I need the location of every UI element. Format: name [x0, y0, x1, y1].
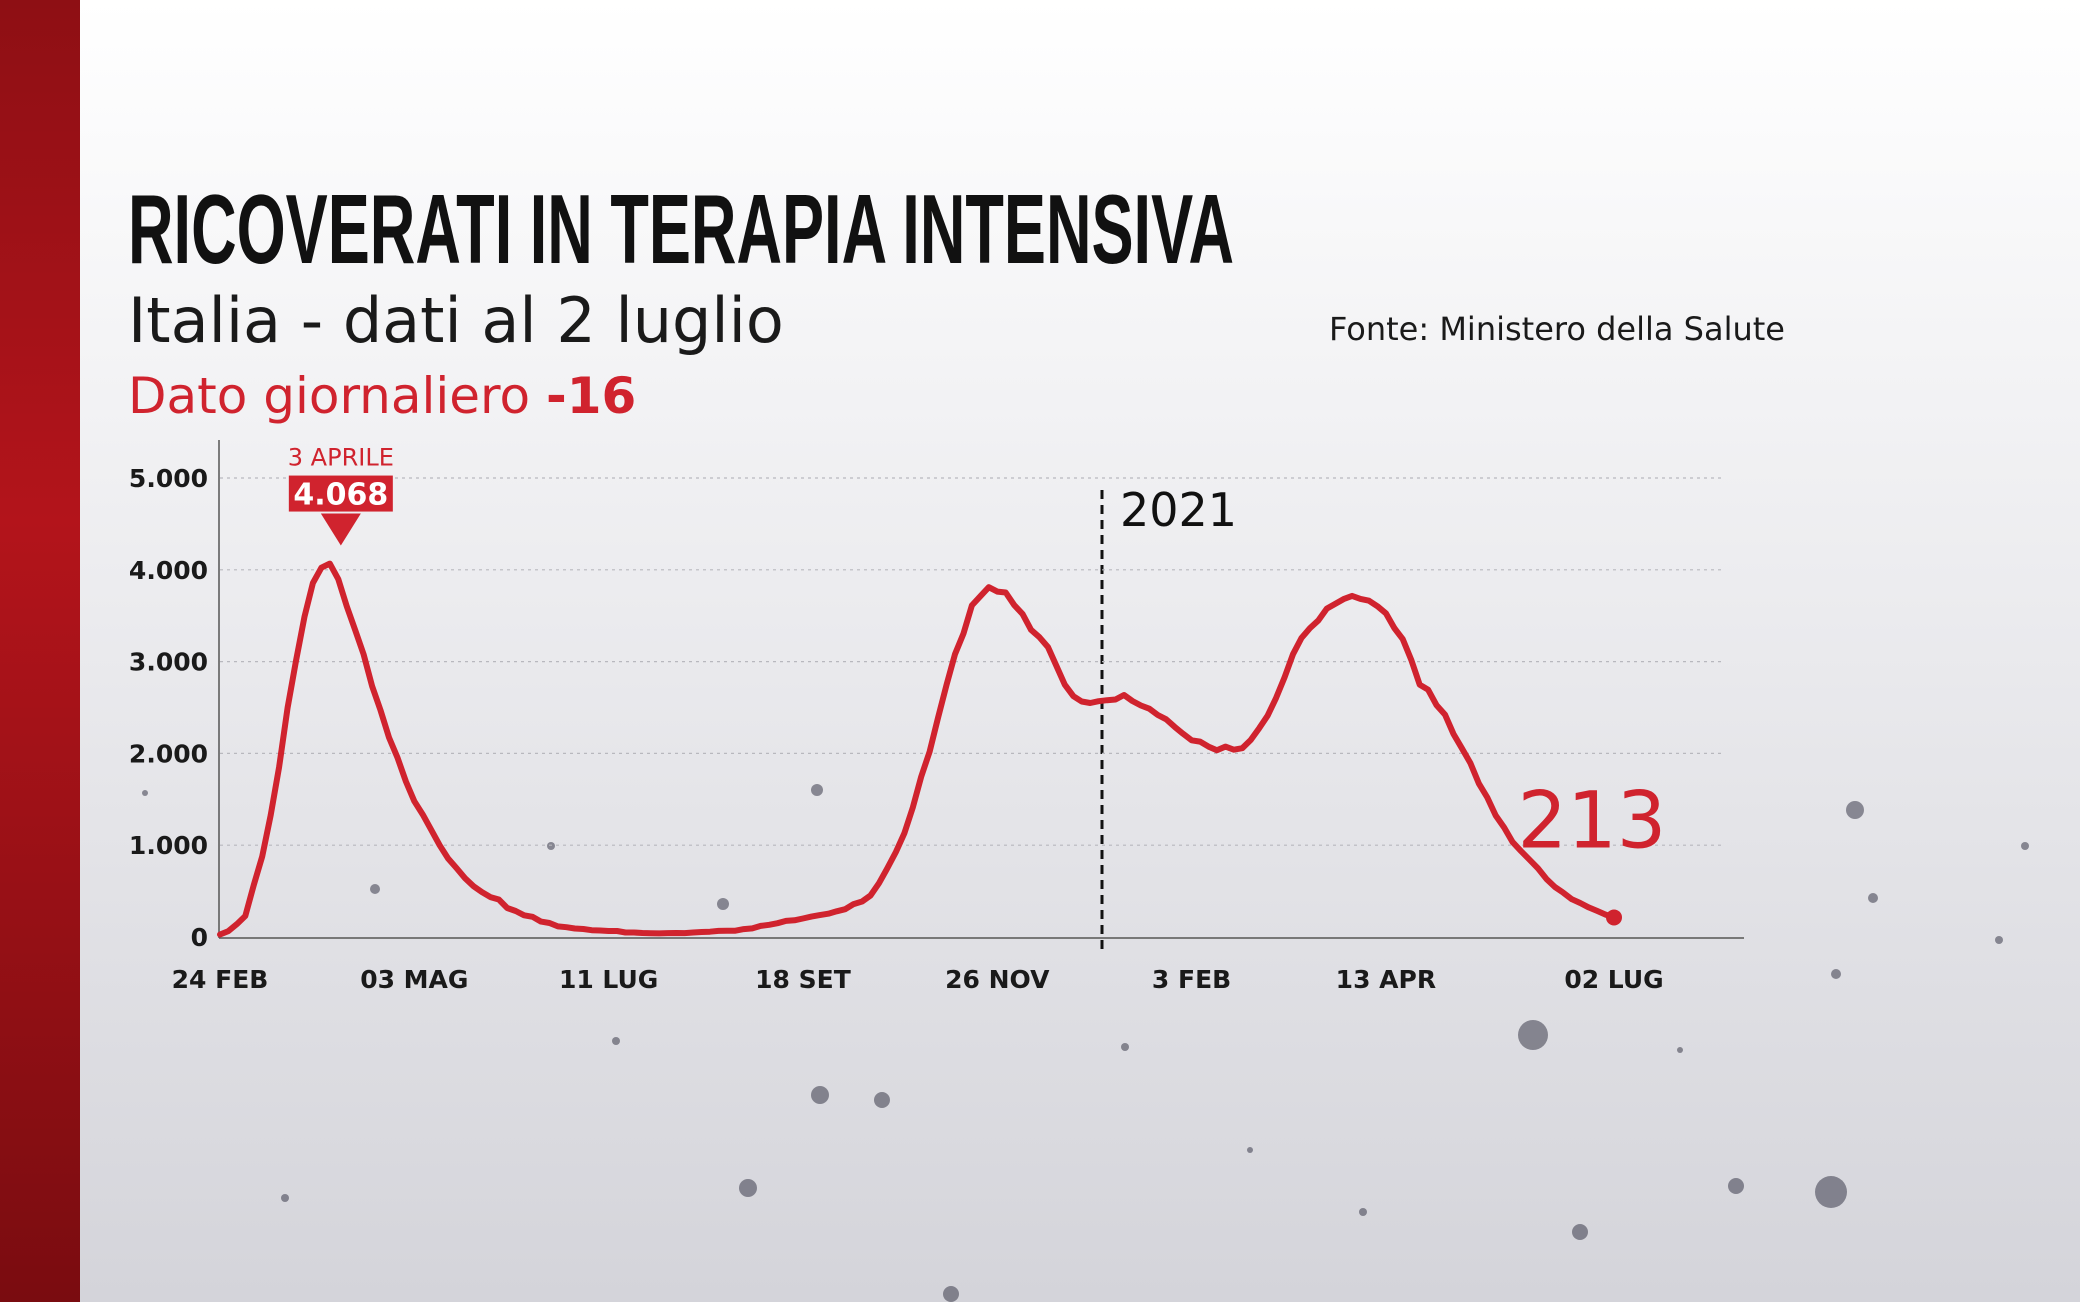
daily-change-label: Dato giornaliero — [128, 367, 530, 425]
peak-pointer — [320, 513, 361, 546]
daily-change: Dato giornaliero -16 — [128, 367, 636, 425]
x-tick-label: 24 FEB — [172, 965, 269, 994]
x-tick-label: 26 NOV — [945, 965, 1050, 994]
side-band — [0, 0, 80, 1302]
x-tick-label: 02 LUG — [1564, 965, 1663, 994]
end-point — [1606, 909, 1622, 926]
year-marker: 2021 — [1120, 483, 1237, 537]
chart-subtitle: Italia - dati al 2 luglio — [128, 284, 784, 357]
y-tick-label: 4.000 — [129, 556, 208, 585]
source: Fonte: Ministero della Salute — [1329, 310, 1785, 348]
peak-annotation: 3 APRILE — [288, 444, 394, 472]
decoration-dots — [142, 784, 2029, 1302]
peak-label-box — [288, 475, 393, 512]
daily-change-value: -16 — [546, 367, 636, 425]
y-tick-label: 1.000 — [129, 831, 208, 860]
end-value-label: 213 — [1518, 776, 1667, 866]
y-tick-label: 5.000 — [129, 464, 208, 493]
y-tick-label: 2.000 — [129, 739, 208, 768]
x-tick-label: 11 LUG — [559, 965, 658, 994]
data-line — [217, 560, 1617, 938]
x-tick-label: 03 MAG — [360, 965, 468, 994]
y-tick-label: 0 — [191, 923, 208, 952]
peak-value-label: 4.068 — [293, 478, 388, 513]
x-tick-label: 18 SET — [755, 965, 851, 994]
y-tick-label: 3.000 — [129, 648, 208, 677]
x-tick-label: 13 APR — [1336, 965, 1436, 994]
chart-title: RICOVERATI IN TERAPIA INTENSIVA — [128, 174, 1234, 284]
x-tick-label: 3 FEB — [1152, 965, 1231, 994]
